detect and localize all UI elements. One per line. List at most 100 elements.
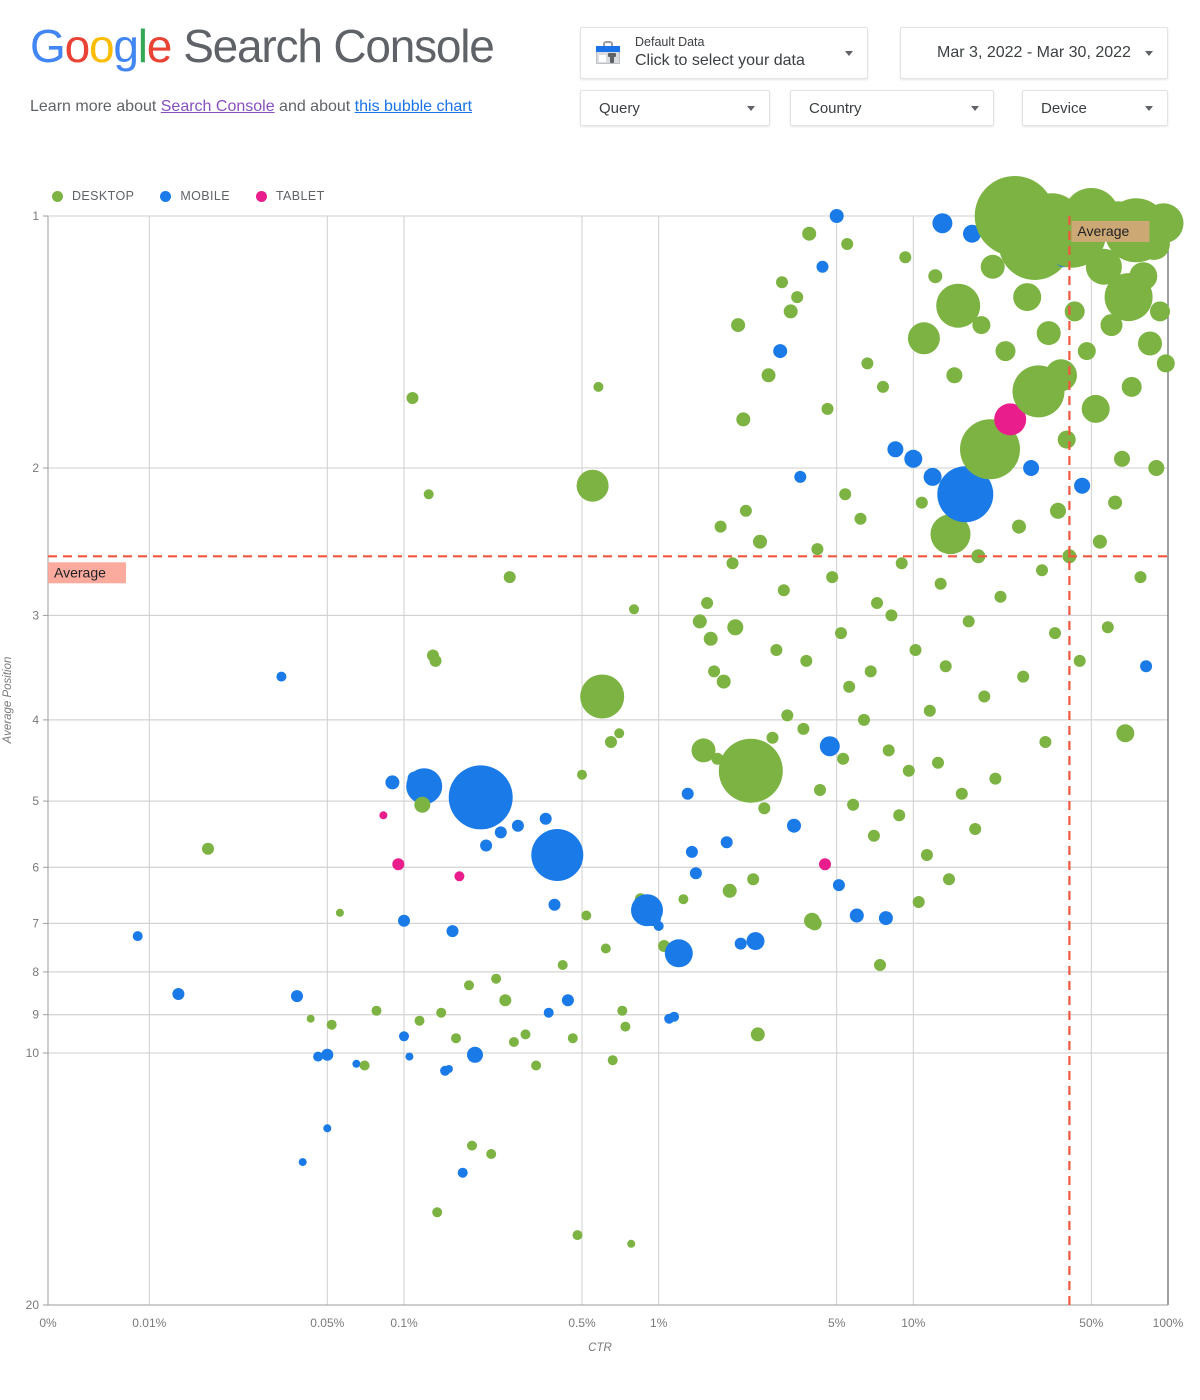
bubble-point[interactable]	[620, 1021, 631, 1032]
bubble-point[interactable]	[511, 819, 524, 832]
bubble-point[interactable]	[1039, 736, 1052, 748]
bubble-point[interactable]	[1150, 301, 1170, 322]
bubble-point[interactable]	[323, 1124, 332, 1133]
bubble-point[interactable]	[202, 842, 214, 855]
bubble-point[interactable]	[313, 1051, 324, 1062]
bubble-point[interactable]	[567, 1033, 578, 1044]
bubble-point[interactable]	[902, 764, 915, 777]
bubble-point[interactable]	[508, 1037, 519, 1047]
bubble-point[interactable]	[580, 674, 625, 719]
bubble-point[interactable]	[406, 392, 419, 404]
bubble-point[interactable]	[739, 504, 752, 517]
bubble-point[interactable]	[936, 283, 981, 328]
bubble-point[interactable]	[1143, 203, 1184, 244]
bubble-point[interactable]	[907, 322, 940, 355]
bubble-point[interactable]	[1064, 301, 1085, 322]
bubble-point[interactable]	[937, 466, 994, 523]
bubble-point[interactable]	[770, 644, 783, 656]
bubble-point[interactable]	[1023, 460, 1040, 476]
bubble-point[interactable]	[1013, 283, 1042, 312]
bubble-point[interactable]	[1045, 359, 1077, 392]
bubble-point[interactable]	[972, 316, 991, 335]
bubble-point[interactable]	[895, 557, 908, 570]
bubble-point[interactable]	[446, 925, 459, 938]
bubble-point[interactable]	[1092, 534, 1107, 549]
bubble-point[interactable]	[726, 557, 739, 570]
bubble-point[interactable]	[457, 1167, 468, 1178]
bubble-point[interactable]	[572, 1230, 583, 1241]
bubble-point[interactable]	[858, 713, 870, 726]
bubble-point[interactable]	[1148, 460, 1165, 476]
bubble-point[interactable]	[716, 674, 731, 689]
data-source-selector[interactable]: Default Data Click to select your data	[580, 27, 868, 79]
bubble-point[interactable]	[1114, 450, 1130, 467]
bubble-point[interactable]	[750, 1027, 765, 1042]
bubble-point[interactable]	[781, 709, 794, 722]
bubble-point[interactable]	[923, 467, 942, 486]
bubble-point[interactable]	[298, 1158, 307, 1167]
bubble-point[interactable]	[722, 883, 737, 898]
bubble-point[interactable]	[444, 1065, 453, 1073]
bubble-point[interactable]	[878, 911, 893, 926]
bubble-point[interactable]	[867, 829, 880, 842]
bubble-point[interactable]	[539, 812, 552, 825]
query-filter[interactable]: Query	[580, 90, 770, 126]
bubble-point[interactable]	[864, 665, 877, 678]
bubble-point[interactable]	[701, 597, 714, 609]
bubble-point[interactable]	[464, 980, 474, 991]
bubble-point[interactable]	[802, 226, 817, 241]
bubble-point[interactable]	[871, 597, 883, 609]
bubble-point[interactable]	[685, 845, 698, 858]
bubble-point[interactable]	[777, 584, 790, 597]
bubble-point[interactable]	[882, 744, 895, 757]
bubble-chart-link[interactable]: this bubble chart	[354, 98, 473, 115]
bubble-point[interactable]	[321, 1048, 334, 1061]
legend-item-desktop[interactable]: DESKTOP	[52, 189, 134, 203]
bubble-point[interactable]	[837, 752, 850, 765]
bubble-point[interactable]	[681, 787, 694, 800]
bubble-point[interactable]	[486, 1149, 497, 1159]
bubble-point[interactable]	[794, 470, 807, 483]
legend-item-tablet[interactable]: TABLET	[255, 189, 325, 203]
bubble-point[interactable]	[811, 543, 824, 556]
bubble-point[interactable]	[503, 571, 516, 584]
bubble-point[interactable]	[800, 654, 813, 667]
bubble-point[interactable]	[1156, 354, 1175, 373]
bubble-point[interactable]	[994, 590, 1007, 603]
bubble-point[interactable]	[915, 496, 928, 509]
bubble-point[interactable]	[600, 943, 611, 954]
bubble-point[interactable]	[839, 488, 852, 501]
bubble-point[interactable]	[494, 826, 507, 839]
bubble-point[interactable]	[379, 811, 388, 820]
bubble-point[interactable]	[1134, 571, 1147, 584]
bubble-point[interactable]	[943, 873, 955, 886]
bubble-point[interactable]	[932, 213, 953, 234]
bubble-point[interactable]	[829, 209, 844, 223]
bubble-point[interactable]	[429, 654, 442, 667]
bubble-point[interactable]	[480, 839, 493, 852]
bubble-point[interactable]	[835, 627, 847, 640]
bubble-point[interactable]	[928, 269, 943, 284]
bubble-point[interactable]	[703, 631, 718, 646]
bubble-point[interactable]	[335, 908, 344, 917]
bubble-point[interactable]	[689, 867, 702, 880]
bubble-point[interactable]	[1101, 621, 1114, 634]
bubble-point[interactable]	[691, 738, 716, 763]
bubble-point[interactable]	[904, 449, 923, 468]
bubble-point[interactable]	[746, 932, 765, 951]
bubble-point[interactable]	[1121, 376, 1142, 397]
legend-item-mobile[interactable]: MOBILE	[160, 189, 230, 203]
bubble-point[interactable]	[893, 809, 906, 822]
bubble-point[interactable]	[543, 1007, 554, 1018]
bubble-point[interactable]	[714, 520, 727, 533]
bubble-point[interactable]	[849, 908, 864, 923]
bubble-point[interactable]	[1081, 394, 1110, 423]
bubble-point[interactable]	[1085, 248, 1122, 285]
bubble-point[interactable]	[887, 441, 904, 458]
bubble-point[interactable]	[946, 367, 963, 384]
bubble-point[interactable]	[885, 609, 898, 622]
bubble-point[interactable]	[832, 879, 845, 892]
bubble-point[interactable]	[731, 318, 746, 333]
bubble-point[interactable]	[1108, 495, 1123, 510]
